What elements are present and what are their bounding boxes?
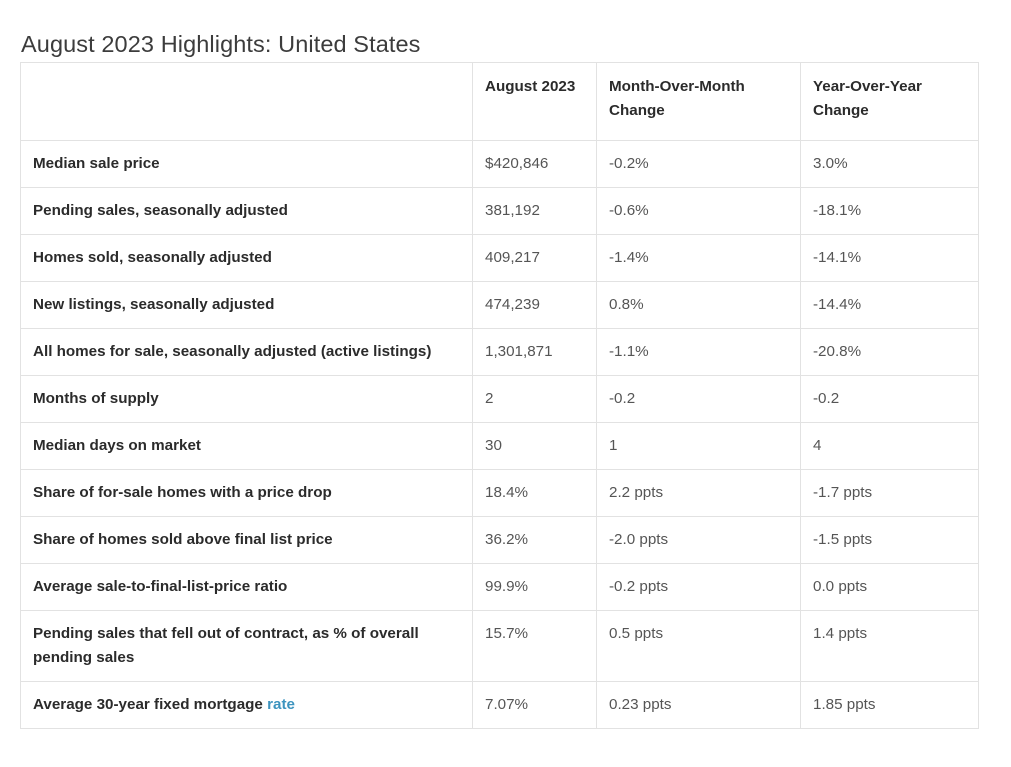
table-row: Share of for-sale homes with a price dro… [20, 469, 979, 517]
metric-current-cell: 409,217 [472, 234, 597, 282]
metric-yoy-cell: -0.2 [800, 375, 979, 423]
metric-current-cell: 36.2% [472, 516, 597, 564]
table-row: Share of homes sold above final list pri… [20, 516, 979, 564]
table-header: August 2023 Month-Over-Month Change Year… [20, 62, 979, 141]
metric-mom-cell: -0.2 ppts [596, 563, 801, 611]
table-row: Homes sold, seasonally adjusted 409,217 -1… [20, 234, 979, 282]
metric-mom-cell: 2.2 ppts [596, 469, 801, 517]
metric-mom-cell: -2.0 ppts [596, 516, 801, 564]
table-row: Median sale price $420,846 -0.2% 3.0% [20, 140, 979, 188]
metric-mom-cell: 1 [596, 422, 801, 470]
metric-label-cell: All homes for sale, seasonally adjusted … [20, 328, 473, 376]
metric-current-cell: 474,239 [472, 281, 597, 329]
highlights-table: August 2023 Month-Over-Month Change Year… [20, 62, 979, 729]
metric-label-cell: Average sale-to-final-list-price ratio [20, 563, 473, 611]
table-row: Average 30-year fixed mortgage rate 7.07%… [20, 681, 979, 729]
metric-mom-cell: -0.2% [596, 140, 801, 188]
metric-label-cell: Pending sales, seasonally adjusted [20, 187, 473, 235]
metric-label-cell: Pending sales that fell out of contract,… [20, 610, 473, 682]
metric-mom-cell: 0.8% [596, 281, 801, 329]
metric-mom-cell: 0.5 ppts [596, 610, 801, 682]
table-row: Pending sales that fell out of contract,… [20, 610, 979, 682]
metric-yoy-cell: -14.4% [800, 281, 979, 329]
metric-label-cell: Months of supply [20, 375, 473, 423]
metric-yoy-cell: -18.1% [800, 187, 979, 235]
metric-current-cell: 15.7% [472, 610, 597, 682]
metric-label-cell: Average 30-year fixed mortgage rate [20, 681, 473, 729]
column-header-mom: Month-Over-Month Change [596, 62, 801, 141]
metric-yoy-cell: 0.0 ppts [800, 563, 979, 611]
table-row: Average sale-to-final-list-price ratio 99… [20, 563, 979, 611]
metric-label-cell: Share of for-sale homes with a price dro… [20, 469, 473, 517]
table-row: Pending sales, seasonally adjusted 381,19… [20, 187, 979, 235]
metric-label-cell: Homes sold, seasonally adjusted [20, 234, 473, 282]
metric-current-cell: 18.4% [472, 469, 597, 517]
column-header-current: August 2023 [472, 62, 597, 141]
metric-current-cell: 1,301,871 [472, 328, 597, 376]
metric-label-cell: Median sale price [20, 140, 473, 188]
mortgage-rate-link[interactable]: rate [267, 696, 295, 713]
metric-current-cell: 99.9% [472, 563, 597, 611]
table-row: Median days on market 30 1 4 [20, 422, 979, 470]
metric-current-cell: 7.07% [472, 681, 597, 729]
metric-yoy-cell: 4 [800, 422, 979, 470]
metric-current-cell: 30 [472, 422, 597, 470]
metric-mom-cell: 0.23 ppts [596, 681, 801, 729]
metric-yoy-cell: 1.4 ppts [800, 610, 979, 682]
metric-mom-cell: -0.6% [596, 187, 801, 235]
metric-label-text: Average 30-year fixed mortgage [33, 696, 268, 713]
metric-yoy-cell: -14.1% [800, 234, 979, 282]
metric-label-cell: Median days on market [20, 422, 473, 470]
metric-current-cell: $420,846 [472, 140, 597, 188]
table-header-row: August 2023 Month-Over-Month Change Year… [20, 62, 979, 141]
metric-current-cell: 381,192 [472, 187, 597, 235]
table-body: Median sale price $420,846 -0.2% 3.0% Pendin… [20, 140, 979, 729]
metric-yoy-cell: 3.0% [800, 140, 979, 188]
metric-yoy-cell: -1.5 ppts [800, 516, 979, 564]
metric-label-cell: New listings, seasonally adjusted [20, 281, 473, 329]
metric-current-cell: 2 [472, 375, 597, 423]
metric-yoy-cell: 1.85 ppts [800, 681, 979, 729]
metric-mom-cell: -0.2 [596, 375, 801, 423]
metric-yoy-cell: -1.7 ppts [800, 469, 979, 517]
highlights-table-container: August 2023 Month-Over-Month Change Year… [20, 62, 979, 729]
table-row: Months of supply 2 -0.2 -0.2 [20, 375, 979, 423]
column-header-metric [20, 62, 473, 141]
column-header-yoy: Year-Over-Year Change [800, 62, 979, 141]
table-row: New listings, seasonally adjusted 474,239… [20, 281, 979, 329]
metric-mom-cell: -1.1% [596, 328, 801, 376]
metric-mom-cell: -1.4% [596, 234, 801, 282]
table-row: All homes for sale, seasonally adjusted … [20, 328, 979, 376]
metric-label-cell: Share of homes sold above final list pri… [20, 516, 473, 564]
metric-yoy-cell: -20.8% [800, 328, 979, 376]
page-title: August 2023 Highlights: United States [21, 30, 421, 57]
